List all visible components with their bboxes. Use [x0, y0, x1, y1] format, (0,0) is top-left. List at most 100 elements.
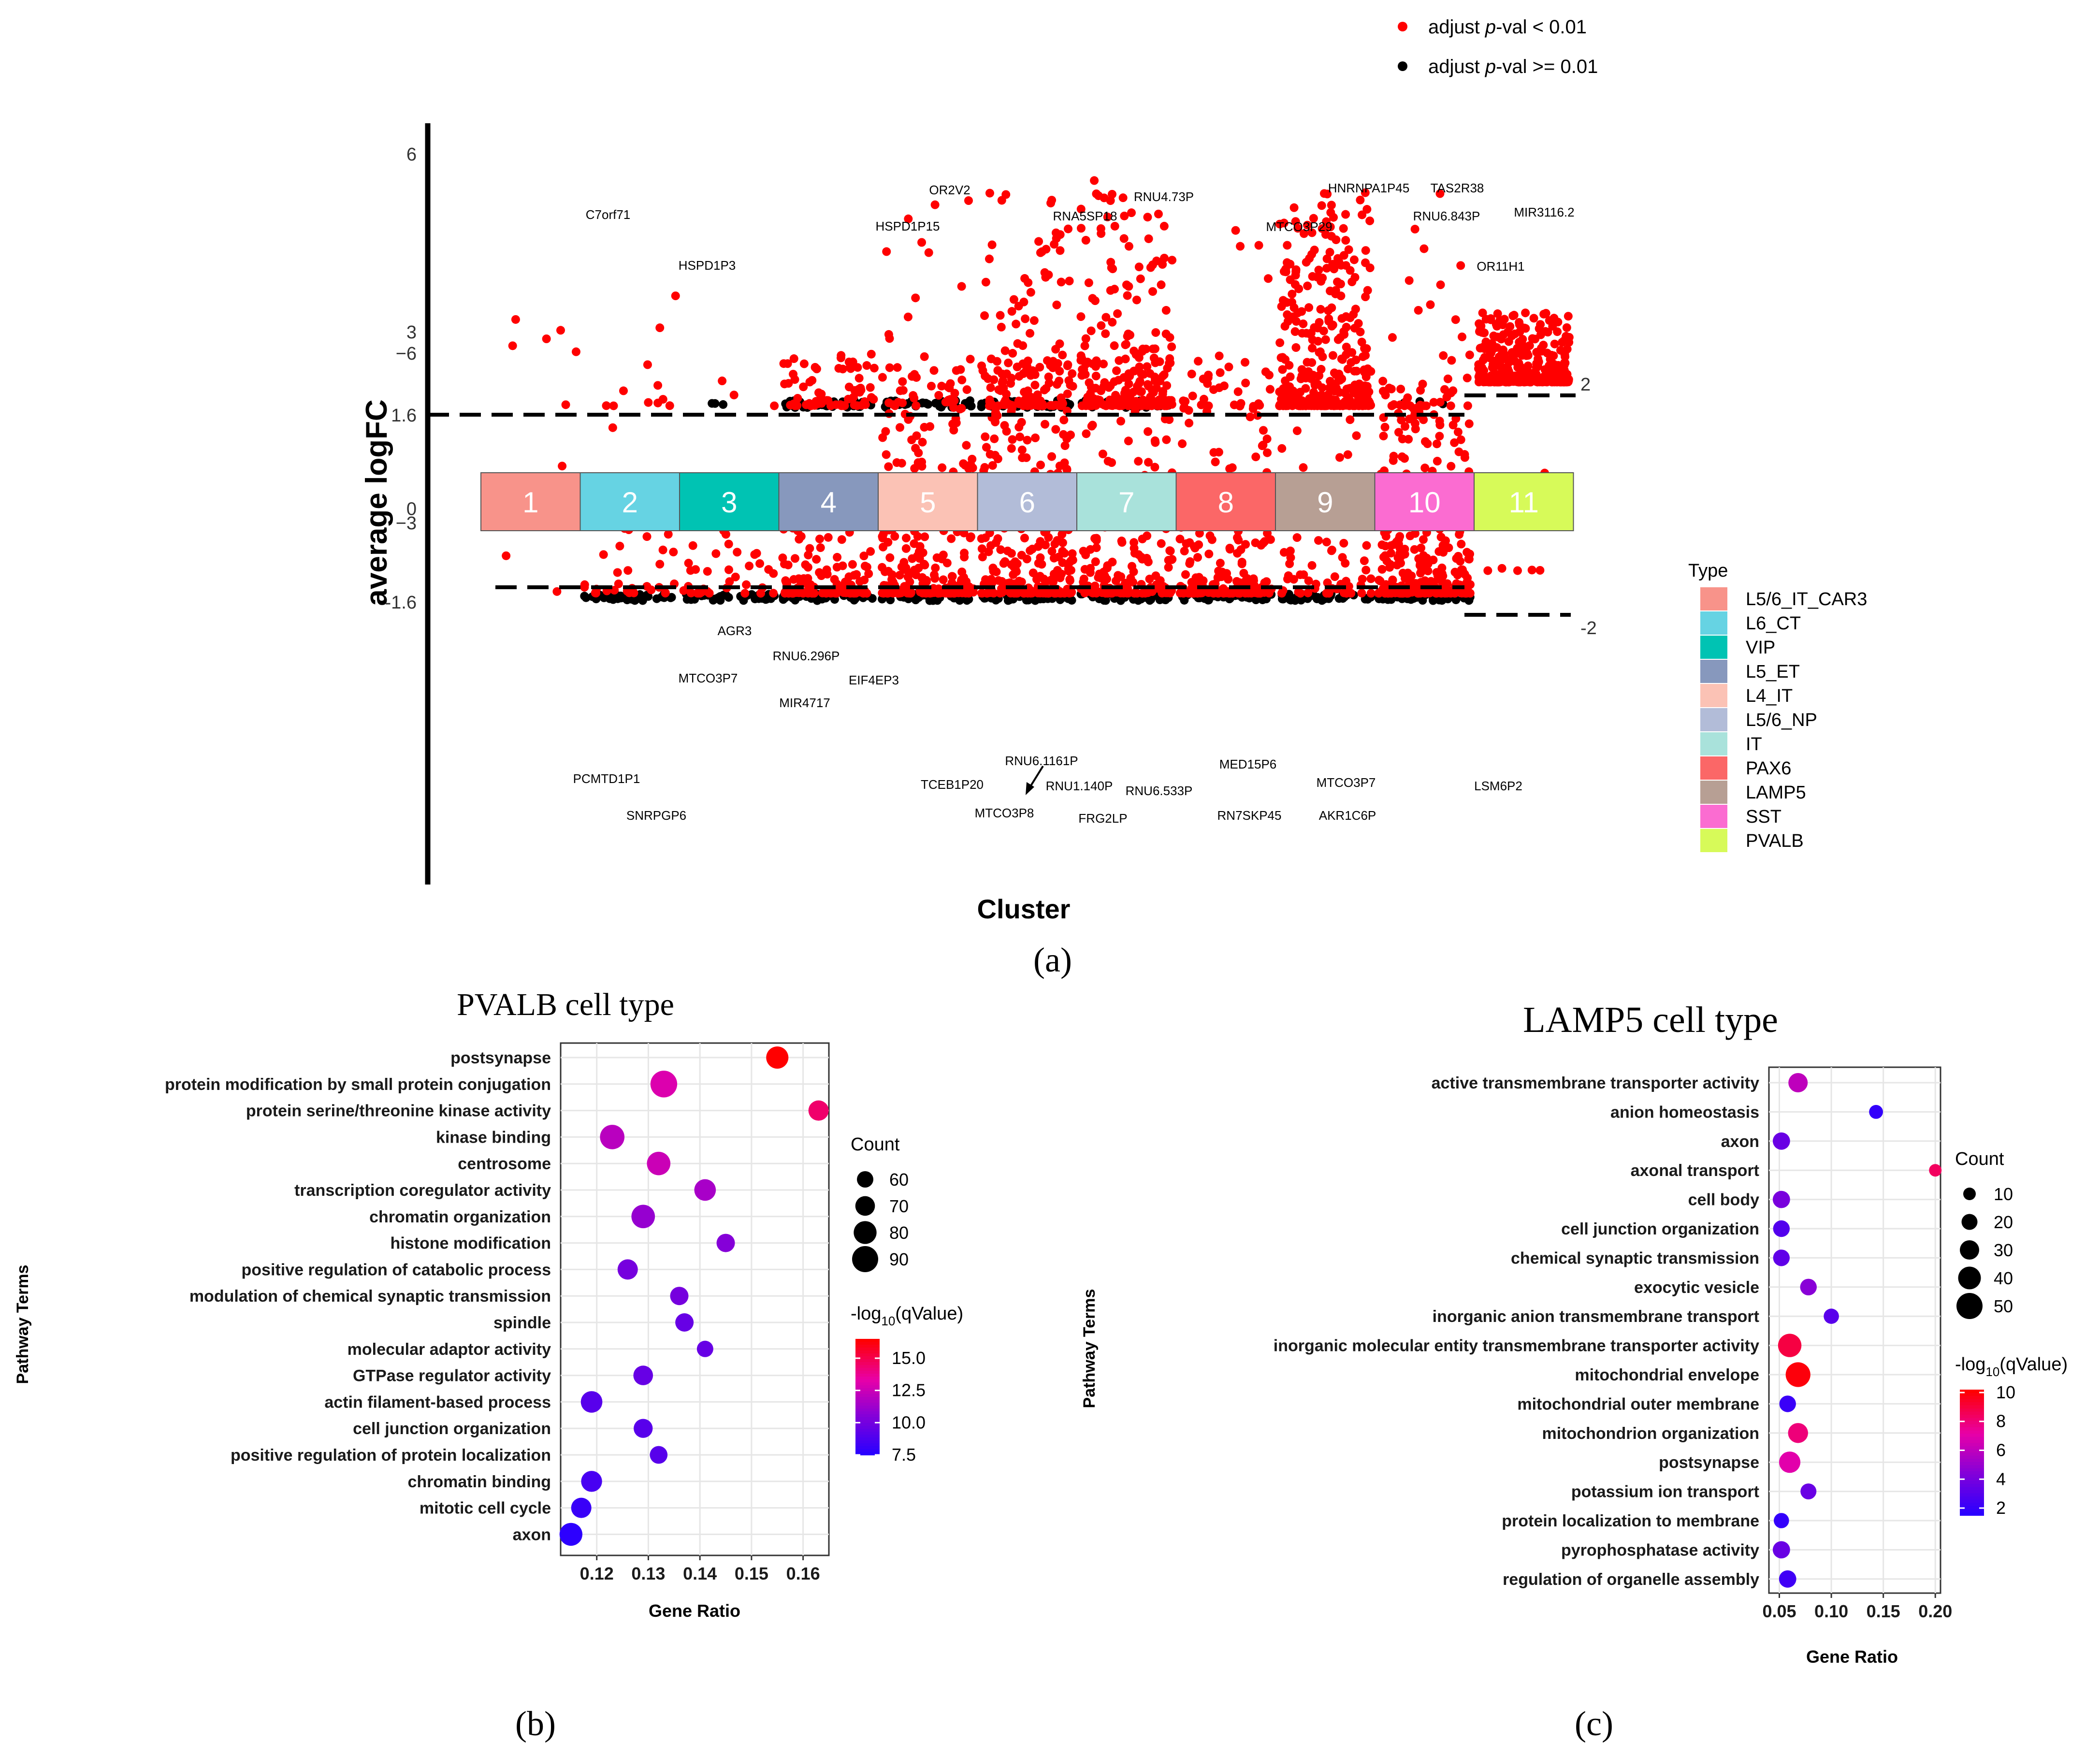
point-sig	[1063, 389, 1072, 398]
point-sig	[893, 363, 902, 372]
point-sig	[1224, 363, 1233, 372]
gene-label: MTCO3P29	[1266, 219, 1332, 234]
count-legend-dot	[855, 1196, 875, 1216]
point-sig	[1293, 224, 1303, 233]
point-sig	[1262, 577, 1271, 586]
qvalue-colorbar-segment	[855, 1406, 880, 1409]
point-sig	[1186, 557, 1195, 566]
pathway-term-label: chromatin binding	[407, 1473, 551, 1491]
point-sig	[1092, 534, 1101, 543]
point-sig	[1237, 558, 1246, 567]
dot-point	[1869, 1105, 1883, 1119]
qvalue-colorbar-segment	[1960, 1496, 1984, 1500]
point-sig	[1322, 263, 1332, 273]
pathway-term-label: cell junction organization	[353, 1420, 551, 1438]
point-sig	[502, 551, 511, 560]
pathway-term-label: protein localization to membrane	[1502, 1512, 1759, 1530]
point-sig	[1056, 246, 1065, 255]
point-sig	[1388, 575, 1397, 584]
point-sig	[1115, 356, 1124, 365]
point-sig	[1051, 228, 1060, 237]
qvalue-colorbar-segment	[855, 1356, 880, 1360]
point-sig	[1020, 534, 1029, 543]
point-sig	[1334, 369, 1344, 378]
point-sig	[1028, 568, 1038, 578]
point-sig	[957, 376, 967, 385]
count-legend-title: Count	[851, 1134, 900, 1155]
type-legend-swatch	[1700, 708, 1727, 731]
dot-point	[1785, 1362, 1810, 1387]
type-legend-label: SST	[1746, 807, 1781, 827]
point-sig	[885, 553, 895, 562]
point-sig	[1120, 211, 1129, 220]
point-sig	[1301, 384, 1310, 393]
type-legend-label: L4_IT	[1746, 686, 1793, 706]
point-sig	[1181, 570, 1190, 579]
point-sig	[655, 323, 665, 333]
volcano-points	[498, 176, 1574, 605]
point-sig	[998, 369, 1007, 378]
count-legend-dot	[854, 1221, 877, 1244]
type-legend-label: VIP	[1746, 638, 1775, 658]
cluster-box-label: 5	[920, 486, 936, 519]
point-sig	[653, 398, 663, 407]
point-sig	[1275, 387, 1284, 396]
point-sig	[1410, 419, 1419, 428]
point-sig	[1379, 552, 1388, 562]
point-sig	[1058, 350, 1067, 360]
qvalue-colorbar-segment	[1960, 1462, 1984, 1466]
point-sig	[1112, 392, 1121, 402]
cluster-box-1	[480, 472, 581, 531]
point-sig	[1278, 365, 1287, 374]
point-sig	[1443, 374, 1452, 383]
panel-c-plot-frame	[1768, 1066, 1941, 1594]
point-sig	[1390, 400, 1399, 409]
pathway-term-label: axon	[513, 1525, 551, 1544]
point-sig	[1104, 383, 1114, 392]
point-sig	[901, 544, 911, 553]
point-sig	[770, 401, 779, 410]
point-sig	[1289, 203, 1299, 212]
point-sig	[949, 403, 958, 412]
point-sig	[1553, 327, 1562, 336]
point-sig	[931, 564, 940, 573]
point-sig	[992, 567, 1001, 577]
point-sig	[1167, 342, 1176, 351]
count-legend-dot	[857, 1171, 873, 1188]
point-sig	[561, 400, 570, 409]
point-sig	[1386, 541, 1395, 550]
cluster-box-label: 6	[1019, 486, 1035, 519]
point-sig	[1447, 356, 1456, 365]
point-sig	[1012, 319, 1021, 329]
point-sig	[1308, 272, 1317, 281]
point-sig	[1254, 241, 1263, 250]
type-legend-label: L6_CT	[1746, 613, 1801, 634]
qvalue-colorbar-segment	[1960, 1427, 1984, 1431]
point-sig	[1356, 195, 1365, 204]
type-legend-label: L5/6_IT_CAR3	[1746, 589, 1867, 610]
point-sig	[1014, 422, 1024, 432]
point-sig	[1257, 540, 1266, 550]
point-sig	[1395, 549, 1405, 558]
point-sig	[1055, 461, 1064, 470]
point-sig	[824, 533, 833, 542]
point-sig	[1030, 380, 1040, 390]
point-sig	[1537, 377, 1547, 387]
point-sig	[1046, 361, 1055, 370]
dot-point	[617, 1259, 638, 1280]
point-sig	[1540, 365, 1550, 374]
point-sig	[1022, 554, 1031, 564]
point-sig	[1366, 574, 1376, 583]
point-sig	[623, 566, 633, 575]
point-sig	[867, 349, 876, 359]
point-sig	[1435, 421, 1445, 430]
qvalue-colorbar-segment	[855, 1435, 880, 1438]
point-sig	[818, 588, 827, 597]
point-sig	[1279, 267, 1289, 276]
point-sig	[1026, 288, 1035, 297]
point-sig	[1361, 246, 1370, 255]
point-sig	[1026, 371, 1035, 380]
point-sig	[608, 423, 617, 432]
point-sig	[1091, 384, 1100, 393]
